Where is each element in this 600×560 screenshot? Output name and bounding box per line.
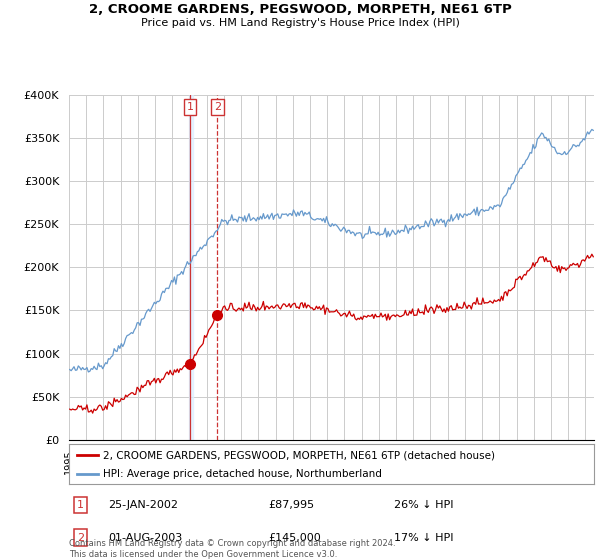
Text: 26% ↓ HPI: 26% ↓ HPI bbox=[395, 500, 454, 510]
Text: 1: 1 bbox=[187, 102, 194, 112]
Text: 2: 2 bbox=[214, 102, 221, 112]
Text: 2, CROOME GARDENS, PEGSWOOD, MORPETH, NE61 6TP (detached house): 2, CROOME GARDENS, PEGSWOOD, MORPETH, NE… bbox=[103, 450, 495, 460]
Bar bbox=[189, 95, 193, 440]
Text: HPI: Average price, detached house, Northumberland: HPI: Average price, detached house, Nort… bbox=[103, 469, 382, 479]
Text: 17% ↓ HPI: 17% ↓ HPI bbox=[395, 533, 454, 543]
Text: Contains HM Land Registry data © Crown copyright and database right 2024.
This d: Contains HM Land Registry data © Crown c… bbox=[69, 539, 395, 559]
Text: 1: 1 bbox=[77, 500, 84, 510]
Text: £145,000: £145,000 bbox=[269, 533, 321, 543]
Text: £87,995: £87,995 bbox=[269, 500, 314, 510]
Text: 2: 2 bbox=[77, 533, 84, 543]
Text: Price paid vs. HM Land Registry's House Price Index (HPI): Price paid vs. HM Land Registry's House … bbox=[140, 18, 460, 28]
Text: 01-AUG-2003: 01-AUG-2003 bbox=[109, 533, 182, 543]
Text: 25-JAN-2002: 25-JAN-2002 bbox=[109, 500, 178, 510]
Text: 2, CROOME GARDENS, PEGSWOOD, MORPETH, NE61 6TP: 2, CROOME GARDENS, PEGSWOOD, MORPETH, NE… bbox=[89, 3, 511, 16]
